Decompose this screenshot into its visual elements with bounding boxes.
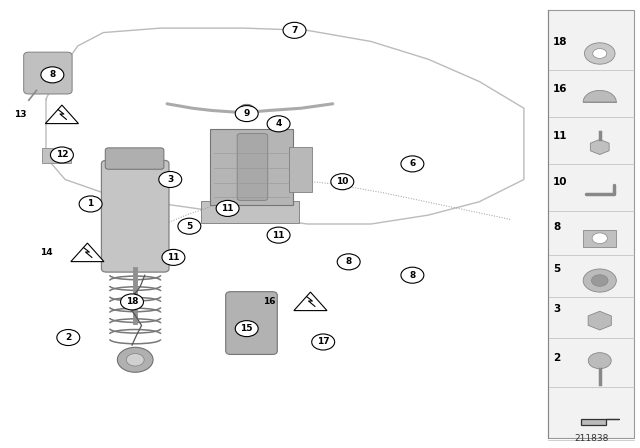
Text: 8: 8 [346, 257, 352, 267]
Circle shape [162, 250, 185, 265]
Polygon shape [588, 311, 611, 330]
Circle shape [79, 196, 102, 212]
Text: 3: 3 [553, 304, 561, 314]
Text: 6: 6 [409, 159, 415, 168]
Circle shape [331, 174, 354, 190]
Polygon shape [294, 292, 327, 310]
Circle shape [51, 147, 74, 163]
Circle shape [588, 353, 611, 369]
Polygon shape [71, 243, 104, 262]
Circle shape [216, 200, 239, 216]
Text: 16: 16 [553, 84, 568, 94]
FancyBboxPatch shape [548, 10, 634, 438]
FancyBboxPatch shape [226, 292, 277, 354]
Text: 11: 11 [221, 204, 234, 213]
Text: 12: 12 [56, 151, 68, 159]
FancyBboxPatch shape [201, 201, 299, 223]
Text: 17: 17 [317, 337, 330, 346]
Text: 3: 3 [167, 175, 173, 184]
Text: 16: 16 [263, 297, 275, 306]
Circle shape [267, 227, 290, 243]
Circle shape [236, 321, 258, 336]
Circle shape [337, 254, 360, 270]
Text: 10: 10 [553, 177, 568, 187]
Circle shape [41, 67, 64, 83]
Text: 211838: 211838 [574, 434, 609, 443]
FancyBboxPatch shape [289, 147, 312, 192]
Text: 8: 8 [49, 70, 56, 79]
FancyBboxPatch shape [583, 230, 616, 247]
Circle shape [401, 267, 424, 283]
Circle shape [592, 233, 607, 244]
Text: 9: 9 [244, 109, 250, 118]
Text: 8: 8 [553, 222, 561, 232]
Circle shape [57, 330, 80, 345]
Text: 11: 11 [553, 130, 568, 141]
Circle shape [591, 275, 608, 286]
Text: 8: 8 [409, 271, 415, 280]
Polygon shape [580, 418, 619, 425]
Text: 4: 4 [275, 119, 282, 128]
FancyBboxPatch shape [237, 134, 268, 200]
Circle shape [584, 43, 615, 64]
Wedge shape [583, 90, 616, 102]
Polygon shape [590, 139, 609, 155]
Circle shape [401, 156, 424, 172]
Circle shape [178, 218, 201, 234]
Circle shape [126, 353, 144, 366]
Text: 15: 15 [241, 324, 253, 333]
FancyBboxPatch shape [105, 148, 164, 169]
Circle shape [239, 104, 254, 115]
Circle shape [583, 269, 616, 292]
FancyBboxPatch shape [42, 148, 71, 163]
Text: 13: 13 [14, 110, 27, 120]
Circle shape [283, 22, 306, 39]
Text: 2: 2 [65, 333, 72, 342]
Text: 11: 11 [273, 231, 285, 240]
Circle shape [312, 334, 335, 350]
Text: 14: 14 [40, 249, 52, 258]
Text: 10: 10 [336, 177, 349, 186]
Text: 5: 5 [186, 222, 193, 231]
Text: 5: 5 [553, 264, 561, 274]
Circle shape [120, 294, 143, 310]
FancyBboxPatch shape [101, 160, 169, 272]
Circle shape [236, 106, 258, 121]
Text: 1: 1 [88, 199, 93, 208]
Text: 18: 18 [126, 297, 138, 306]
Circle shape [593, 48, 607, 58]
Text: 11: 11 [167, 253, 180, 262]
Text: 7: 7 [291, 26, 298, 35]
FancyBboxPatch shape [210, 129, 293, 205]
Text: 18: 18 [553, 37, 568, 47]
Polygon shape [45, 105, 79, 124]
Circle shape [159, 172, 182, 188]
Text: 2: 2 [553, 353, 561, 363]
Circle shape [267, 116, 290, 132]
FancyBboxPatch shape [24, 52, 72, 94]
Circle shape [117, 347, 153, 372]
